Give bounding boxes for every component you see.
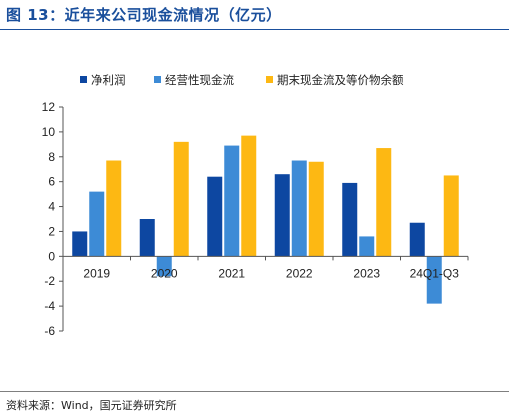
y-tick-label: 12 [42,100,56,114]
bar-2019-series-2 [89,191,105,257]
x-tick-label: 2022 [286,266,313,280]
bar-2023-series-1 [342,182,358,257]
figure-title: 图 13：近年来公司现金流情况（亿元） [6,6,282,24]
title-rule [0,29,509,30]
bar-2020-series-2 [156,256,172,277]
x-axis: 2019 2020 2021 2022 2023 24Q1-Q3 [62,255,469,280]
bar-2021-series-1 [207,176,223,257]
legend-label-2: 经营性现金流 [165,73,234,87]
legend: 净利润 经营性现金流 期末现金流及等价物余额 [80,73,404,87]
bar-2023-series-2 [359,236,375,257]
x-tick-label: 24Q1-Q3 [410,266,460,280]
bar-2019-series-1 [72,231,88,257]
bar-2020-series-1 [139,219,155,257]
bar-2019-series-3 [106,160,122,257]
x-tick-label: 2023 [353,266,380,280]
y-tick-label: 10 [42,125,56,139]
y-tick-label: 4 [48,200,55,214]
y-tick-label: 0 [48,249,55,263]
source-note: 资料来源：Wind，国元证券研究所 [6,399,177,412]
legend-swatch-2 [154,76,161,83]
bar-2022-series-1 [274,174,290,257]
y-tick-label: -2 [44,274,55,288]
bar-24Q1-Q3-series-3 [443,175,459,257]
y-tick-label: 8 [48,150,55,164]
x-tick-label: 2019 [83,266,110,280]
y-tick-label: 2 [48,224,55,238]
bar-2021-series-2 [224,145,240,257]
y-tick-label: -6 [44,324,55,338]
bar-2020-series-3 [173,141,189,257]
legend-swatch-3 [266,76,273,83]
source-rule [0,391,509,392]
legend-swatch-1 [80,76,87,83]
y-tick-label: 6 [48,175,55,189]
x-tick-label: 2020 [151,266,178,280]
bar-2023-series-3 [376,148,392,257]
legend-label-3: 期末现金流及等价物余额 [277,73,404,87]
x-tick-label: 2021 [218,266,245,280]
bar-24Q1-Q3-series-2 [426,256,442,304]
bar-2021-series-3 [241,135,257,257]
y-axis: -6 -4 -2 0 2 4 6 8 10 12 [42,100,64,338]
legend-label-1: 净利润 [91,73,126,87]
bars [72,135,459,304]
bar-2022-series-2 [291,160,307,257]
bar-2022-series-3 [308,161,324,257]
bar-24Q1-Q3-series-1 [409,222,425,257]
y-tick-label: -4 [44,299,55,313]
